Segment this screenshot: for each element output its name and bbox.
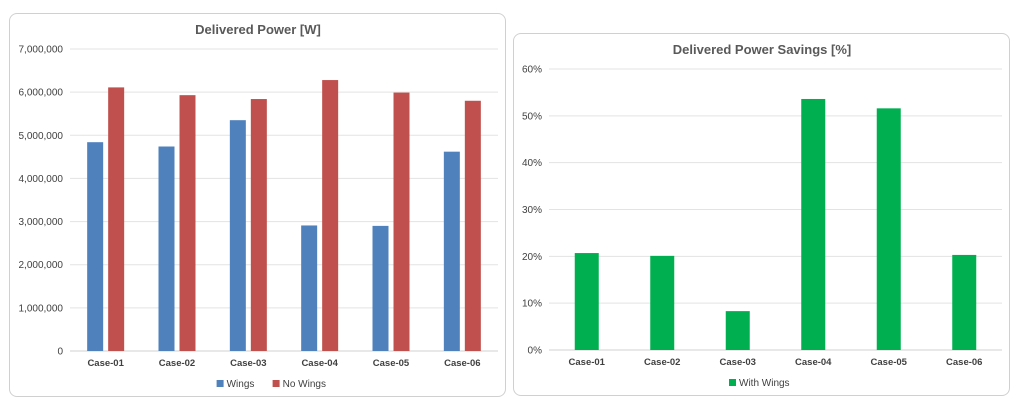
y-tick-label: 7,000,000 <box>19 45 64 56</box>
legend-label-with-wings: With Wings <box>739 378 790 389</box>
bar-wings-case-04 <box>301 225 318 351</box>
power-savings-chart-panel: Delivered Power Savings [%] 0% 10% 20% 30% 40… <box>513 33 1010 396</box>
bar-wings-case-06 <box>443 151 460 351</box>
legend-swatch-no-wings <box>272 380 280 387</box>
bar-with-wings-case-03 <box>725 311 750 350</box>
y-tick-label: 0% <box>528 346 543 357</box>
y-tick-label: 40% <box>522 158 542 169</box>
y-tick-label: 50% <box>522 111 542 122</box>
legend-swatch-wings <box>216 380 224 387</box>
y-tick-label: 2,000,000 <box>19 260 64 271</box>
y-tick-label: 5,000,000 <box>19 131 64 142</box>
y-tick-label: 3,000,000 <box>19 217 64 228</box>
bar-no-wings-case-01 <box>108 87 125 351</box>
y-tick-label: 1,000,000 <box>19 303 64 314</box>
bar-with-wings-case-02 <box>650 255 675 350</box>
x-tick-label: Case-01 <box>87 358 124 369</box>
y-tick-label: 0 <box>57 347 63 358</box>
delivered-power-chart: Delivered Power [W] 0 1,000,000 2,000,000 3,… <box>19 22 498 390</box>
x-tick-label: Case-06 <box>444 358 480 369</box>
bar-wings-case-03 <box>229 120 246 351</box>
x-tick-label: Case-03 <box>230 358 266 369</box>
x-tick-label: Case-04 <box>795 357 832 368</box>
y-tick-label: 30% <box>522 205 542 216</box>
x-tick-label: Case-04 <box>301 358 338 369</box>
delivered-power-chart-panel: Delivered Power [W] 0 1,000,000 2,000,000 3,… <box>9 13 506 397</box>
x-tick-label: Case-03 <box>720 357 756 368</box>
x-tick-label: Case-05 <box>871 357 908 368</box>
legend-label-wings: Wings <box>227 379 255 390</box>
bar-with-wings-case-05 <box>876 108 901 350</box>
x-tick-label: Case-02 <box>159 358 195 369</box>
bar-no-wings-case-06 <box>464 100 481 352</box>
x-tick-label: Case-02 <box>644 357 680 368</box>
chart-title: Delivered Power Savings [%] <box>673 42 851 57</box>
bar-wings-case-02 <box>158 146 175 351</box>
bar-with-wings-case-06 <box>952 254 977 350</box>
bar-no-wings-case-05 <box>393 92 410 352</box>
bar-with-wings-case-04 <box>801 98 826 351</box>
legend-swatch-with-wings <box>729 379 736 386</box>
power-savings-chart: Delivered Power Savings [%] 0% 10% 20% 30% 40… <box>522 42 1002 389</box>
bar-wings-case-01 <box>87 142 104 351</box>
bar-with-wings-case-01 <box>574 253 599 350</box>
chart-title: Delivered Power [W] <box>195 22 321 37</box>
x-tick-label: Case-01 <box>569 357 606 368</box>
x-tick-label: Case-05 <box>373 358 410 369</box>
legend-label-no-wings: No Wings <box>283 379 326 390</box>
x-tick-label: Case-06 <box>946 357 982 368</box>
y-tick-label: 10% <box>522 299 542 310</box>
y-tick-label: 6,000,000 <box>19 88 64 99</box>
y-tick-label: 60% <box>522 65 542 76</box>
bar-no-wings-case-04 <box>322 80 339 351</box>
y-tick-label: 20% <box>522 252 542 263</box>
y-tick-label: 4,000,000 <box>19 174 64 185</box>
bar-no-wings-case-03 <box>250 99 267 351</box>
bar-wings-case-05 <box>372 225 389 351</box>
bar-no-wings-case-02 <box>179 95 196 351</box>
